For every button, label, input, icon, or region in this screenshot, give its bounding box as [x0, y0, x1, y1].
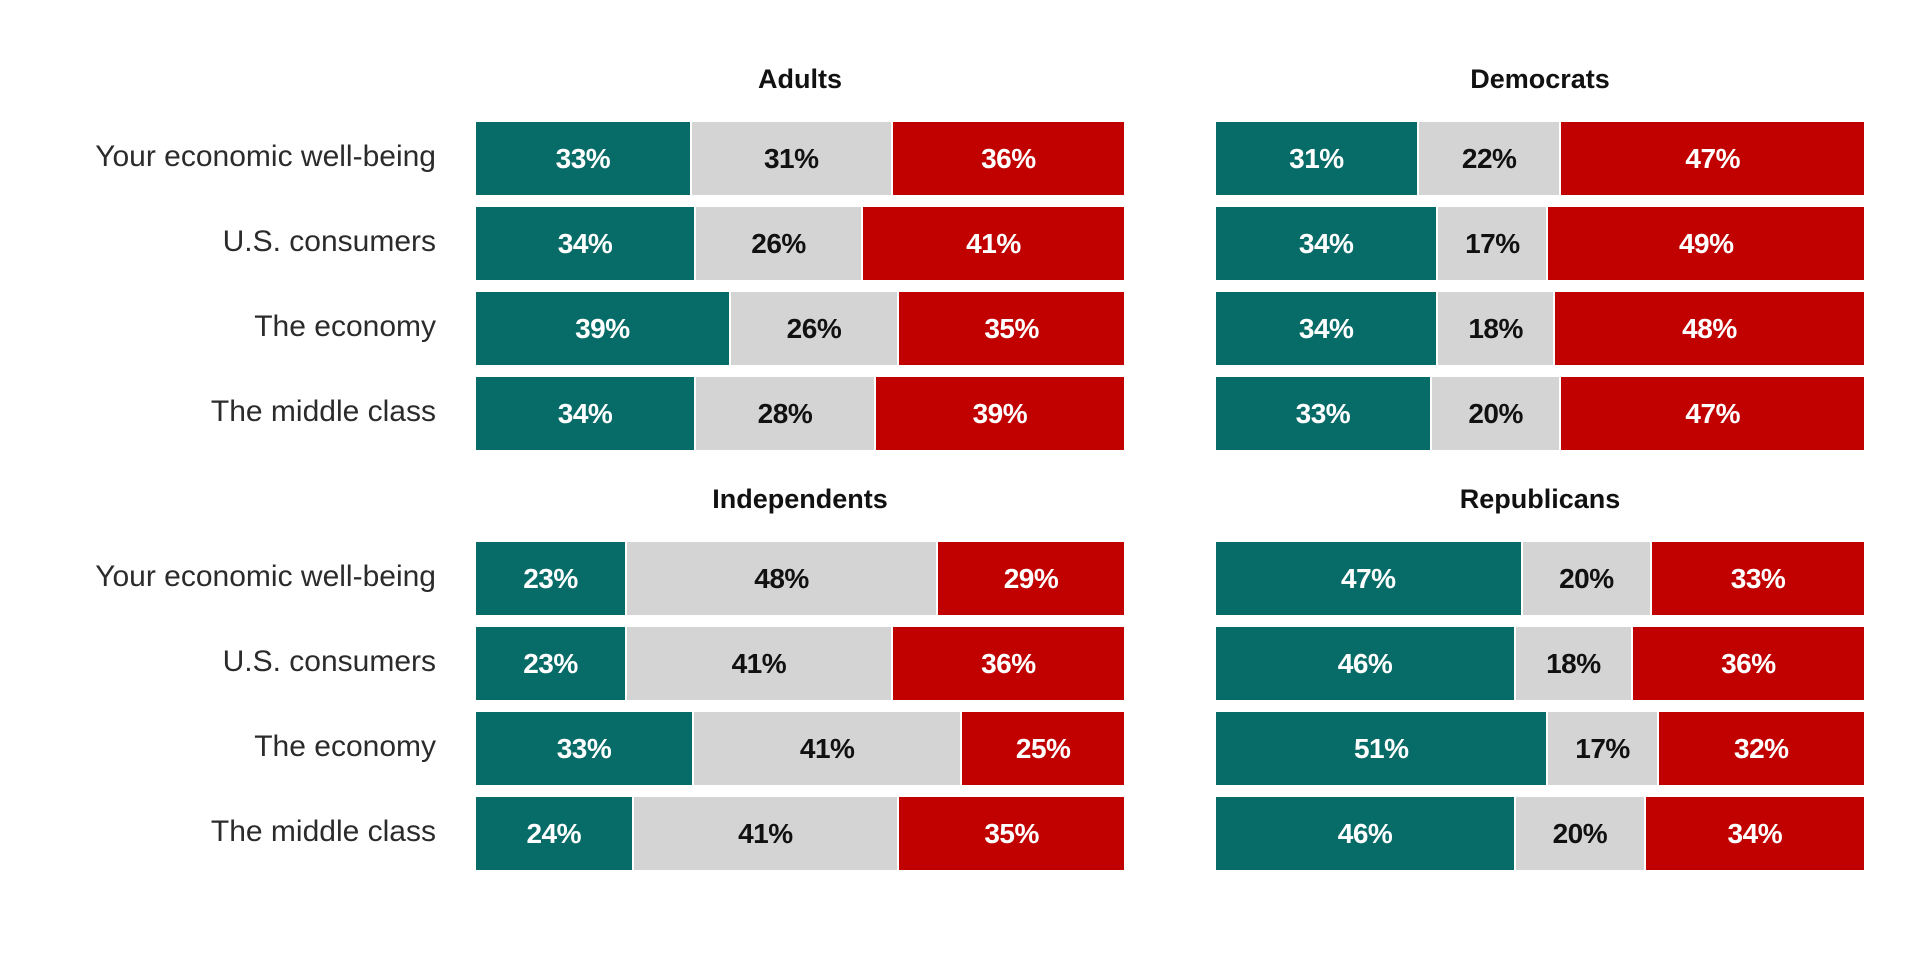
positive-segment: 24% — [476, 797, 632, 870]
panel-title: Adults — [758, 64, 842, 94]
row-label: The economy — [254, 730, 436, 763]
neutral-segment: 17% — [1436, 207, 1547, 280]
neutral-segment: 26% — [694, 207, 861, 280]
neutral-segment: 41% — [625, 627, 891, 700]
positive-segment: 23% — [476, 627, 626, 700]
neutral-segment: 18% — [1514, 627, 1631, 700]
stacked-bar: 39% 26% 35% — [476, 292, 1124, 365]
positive-segment: 33% — [1216, 377, 1430, 450]
neutral-segment: 31% — [689, 122, 891, 195]
row-label: The middle class — [210, 395, 436, 428]
neutral-segment: 28% — [694, 377, 874, 450]
neutral-segment: 18% — [1436, 292, 1553, 365]
stacked-bar: 33% 20% 47% — [1216, 377, 1864, 450]
panel-title: Republicans — [1459, 484, 1621, 514]
panel-title: Democrats — [1470, 64, 1610, 94]
positive-segment: 34% — [1216, 292, 1437, 365]
positive-segment: 47% — [1216, 542, 1521, 615]
positive-segment: 34% — [476, 377, 695, 450]
negative-segment: 25% — [960, 712, 1124, 785]
row-label: U.S. consumers — [222, 645, 436, 678]
stacked-bar: 33% 41% 25% — [476, 712, 1124, 785]
positive-segment: 34% — [476, 207, 695, 280]
positive-segment: 33% — [476, 122, 690, 195]
positive-segment: 23% — [476, 542, 626, 615]
positive-segment: 46% — [1216, 797, 1515, 870]
negative-segment: 41% — [860, 207, 1124, 280]
stacked-bar: 23% 48% 29% — [476, 542, 1124, 615]
stacked-bar: 24% 41% 35% — [476, 797, 1124, 870]
positive-segment: 39% — [476, 292, 729, 365]
positive-segment: 46% — [1216, 627, 1515, 700]
negative-segment: 47% — [1559, 122, 1864, 195]
negative-segment: 36% — [890, 122, 1124, 195]
neutral-segment: 20% — [1514, 797, 1644, 870]
negative-segment: 32% — [1656, 712, 1864, 785]
row-label: The economy — [254, 310, 436, 343]
positive-segment: 33% — [476, 712, 692, 785]
neutral-segment: 22% — [1416, 122, 1560, 195]
neutral-segment: 41% — [692, 712, 961, 785]
stacked-bar: 46% 20% 34% — [1216, 797, 1864, 870]
negative-segment: 39% — [873, 377, 1124, 450]
negative-segment: 35% — [897, 797, 1124, 870]
negative-segment: 48% — [1552, 292, 1864, 365]
neutral-segment: 17% — [1546, 712, 1657, 785]
negative-segment: 36% — [1630, 627, 1864, 700]
negative-segment: 47% — [1559, 377, 1864, 450]
neutral-segment: 20% — [1429, 377, 1560, 450]
negative-segment: 33% — [1650, 542, 1864, 615]
stacked-bar: 33% 31% 36% — [476, 122, 1124, 195]
stacked-bar: 23% 41% 36% — [476, 627, 1124, 700]
stacked-bar: 51% 17% 32% — [1216, 712, 1864, 785]
positive-segment: 31% — [1216, 122, 1417, 195]
stacked-bar: 31% 22% 47% — [1216, 122, 1864, 195]
neutral-segment: 20% — [1520, 542, 1651, 615]
negative-segment: 29% — [936, 542, 1124, 615]
negative-segment: 35% — [897, 292, 1124, 365]
neutral-segment: 41% — [631, 797, 898, 870]
row-label: Your economic well-being — [95, 560, 436, 593]
neutral-segment: 48% — [625, 542, 937, 615]
panel-title: Independents — [712, 484, 888, 514]
stacked-bar: 34% 18% 48% — [1216, 292, 1864, 365]
negative-segment: 49% — [1546, 207, 1864, 280]
row-label: U.S. consumers — [222, 225, 436, 258]
positive-segment: 34% — [1216, 207, 1437, 280]
row-label: The middle class — [210, 815, 436, 848]
stacked-bar: 34% 17% 49% — [1216, 207, 1864, 280]
negative-segment: 36% — [890, 627, 1124, 700]
stacked-bar: 34% 26% 41% — [476, 207, 1124, 280]
stacked-bar: 47% 20% 33% — [1216, 542, 1864, 615]
row-label: Your economic well-being — [95, 140, 436, 173]
negative-segment: 34% — [1643, 797, 1864, 870]
stacked-bar: 46% 18% 36% — [1216, 627, 1864, 700]
neutral-segment: 26% — [728, 292, 898, 365]
stacked-bar: 34% 28% 39% — [476, 377, 1124, 450]
positive-segment: 51% — [1216, 712, 1547, 785]
